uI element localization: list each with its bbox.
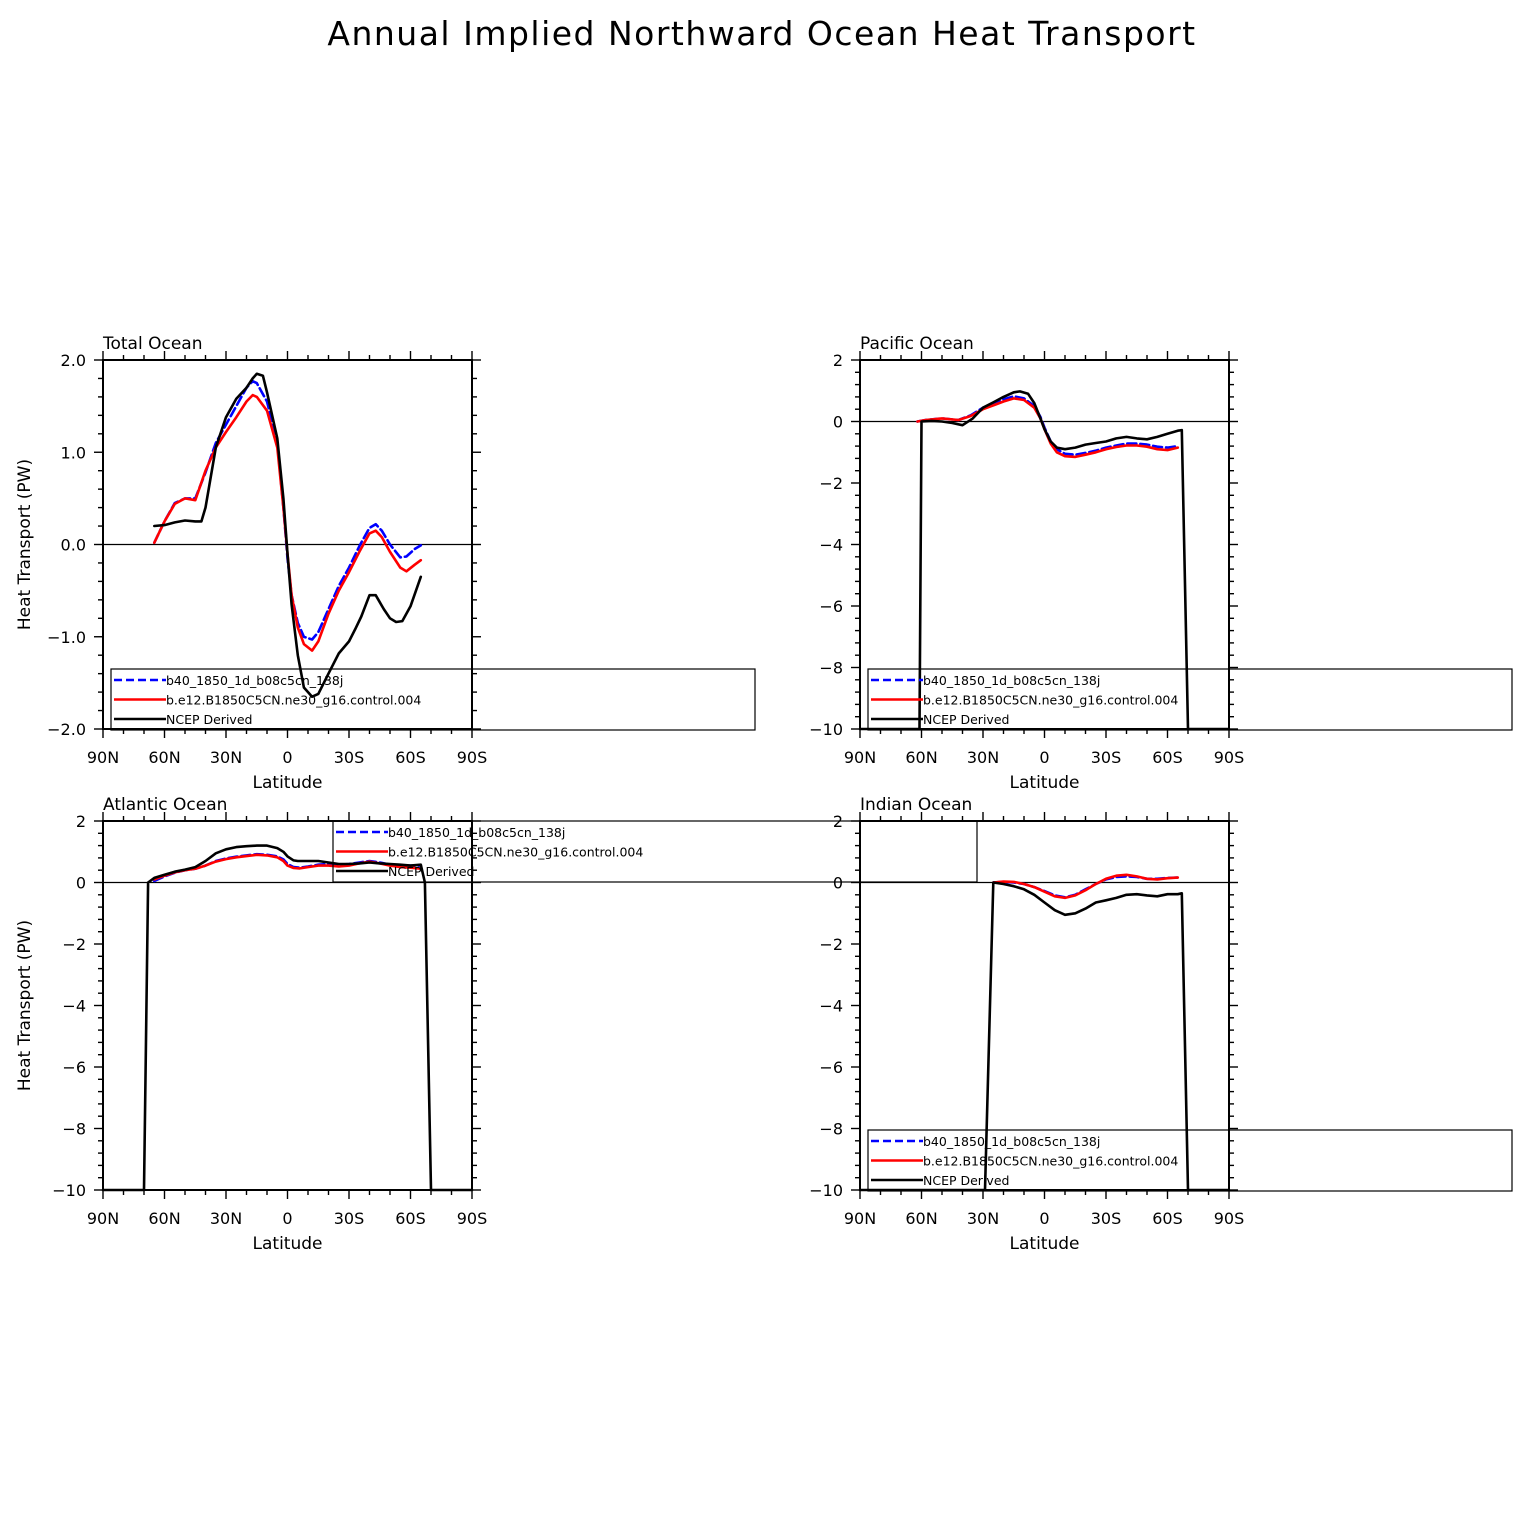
indian-ocean-x-tick-label: 60S xyxy=(1152,1209,1183,1228)
pacific-ocean-legend: b40_1850_1d_b08c5cn_138j b.e12.B1850C5CN.… xyxy=(867,668,1513,731)
total-ocean-panel: Total Ocean 90N 60N 30N 0 30S 60S 90S −2.0 −1.0 0.… xyxy=(15,334,756,793)
total-ocean-y-tick-label: −1.0 xyxy=(47,628,86,647)
pacific-ocean-y-tick-label: 0 xyxy=(833,413,843,432)
atlantic-ocean-y-tick-label: −8 xyxy=(62,1120,86,1139)
indian-ocean-panel: Indian Ocean 90N 60N 30N 0 30S 60S 90S −10 −8 −6 −4… xyxy=(809,795,1513,1254)
pacific-ocean-y-tick-label: −10 xyxy=(809,720,843,739)
total-ocean-legend-label: NCEP Derived xyxy=(166,712,252,727)
pacific-ocean-legend-label: b.e12.B1850C5CN.ne30_g16.control.004 xyxy=(923,693,1178,708)
indian-ocean-y-tick-label: −2 xyxy=(819,935,843,954)
pacific-ocean-x-tick-label: 60N xyxy=(905,748,937,767)
total-ocean-legend: b40_1850_1d_b08c5cn_138j b.e12.B1850C5CN.… xyxy=(110,668,756,731)
indian-ocean-y-tick-label: −8 xyxy=(819,1120,843,1139)
pacific-ocean-x-tick-label: 0 xyxy=(1039,748,1049,767)
pacific-ocean-y-tick-label: −2 xyxy=(819,474,843,493)
indian-ocean-legend: b40_1850_1d_b08c5cn_138j b.e12.B1850C5CN.… xyxy=(867,1129,1513,1192)
pacific-ocean-y-tick-label: −8 xyxy=(819,659,843,678)
indian-ocean-x-axis-label: Latitude xyxy=(1010,1234,1080,1254)
total-ocean-x-tick-label: 30N xyxy=(210,748,242,767)
indian-ocean-title: Indian Ocean xyxy=(860,795,972,815)
atlantic-ocean-y-tick-label: 2 xyxy=(76,812,86,831)
atlantic-ocean-legend: b40_1850_1d_b08c5cn_138j b.e12.B1850C5CN.… xyxy=(332,820,978,883)
total-ocean-series-ncep-derived xyxy=(153,372,423,699)
atlantic-ocean-legend-label: b40_1850_1d_b08c5cn_138j xyxy=(388,825,565,840)
indian-ocean-y-tick-label: −6 xyxy=(819,1058,843,1077)
panels: Total Ocean 90N 60N 30N 0 30S 60S 90S −2.0 −1.0 0.… xyxy=(15,334,1513,1254)
atlantic-ocean-x-tick-label: 90S xyxy=(457,1209,488,1228)
pacific-ocean-y-tick-label: 2 xyxy=(833,351,843,370)
atlantic-ocean-title: Atlantic Ocean xyxy=(103,795,227,815)
indian-ocean-x-tick-label: 60N xyxy=(905,1209,937,1228)
indian-ocean-y-tick-label: −10 xyxy=(809,1181,843,1200)
total-ocean-legend-label: b40_1850_1d_b08c5cn_138j xyxy=(166,673,343,688)
atlantic-ocean-x-axis-label: Latitude xyxy=(253,1234,323,1254)
atlantic-ocean-x-tick-label: 30S xyxy=(334,1209,365,1228)
atlantic-ocean-legend-box xyxy=(332,820,978,883)
pacific-ocean-legend-label: NCEP Derived xyxy=(923,712,1009,727)
pacific-ocean-x-tick-label: 30S xyxy=(1091,748,1122,767)
atlantic-ocean-y-tick-label: 0 xyxy=(76,874,86,893)
pacific-ocean-title: Pacific Ocean xyxy=(860,334,974,354)
pacific-ocean-x-tick-label: 90N xyxy=(844,748,876,767)
total-ocean-x-tick-label: 0 xyxy=(282,748,292,767)
atlantic-ocean-series-ncep-derived xyxy=(101,844,474,1192)
atlantic-ocean-y-tick-label: −4 xyxy=(62,997,86,1016)
total-ocean-y-tick-label: 2.0 xyxy=(61,351,86,370)
indian-ocean-x-tick-label: 30S xyxy=(1091,1209,1122,1228)
atlantic-ocean-panel: Atlantic Ocean 90N 60N 30N 0 30S 60S 90S −10 −8 −6… xyxy=(15,795,978,1254)
indian-ocean-y-tick-label: −4 xyxy=(819,997,843,1016)
atlantic-ocean-x-tick-label: 0 xyxy=(282,1209,292,1228)
atlantic-ocean-y-axis-label: Heat Transport (PW) xyxy=(15,920,35,1091)
indian-ocean-y-tick-label: 0 xyxy=(833,874,843,893)
total-ocean-series-b40-1850-1d-b08c5cn-138j xyxy=(153,379,423,641)
pacific-ocean-y-tick-label: −4 xyxy=(819,536,843,555)
pacific-ocean-x-axis-label: Latitude xyxy=(1010,773,1080,793)
total-ocean-legend-box xyxy=(110,668,756,731)
total-ocean-x-tick-label: 60S xyxy=(395,748,426,767)
indian-ocean-legend-label: b.e12.B1850C5CN.ne30_g16.control.004 xyxy=(923,1154,1178,1169)
atlantic-ocean-legend-label: NCEP Derived xyxy=(388,864,474,879)
indian-ocean-x-tick-label: 30N xyxy=(967,1209,999,1228)
indian-ocean-x-tick-label: 90N xyxy=(844,1209,876,1228)
indian-ocean-legend-label: b40_1850_1d_b08c5cn_138j xyxy=(923,1134,1100,1149)
pacific-ocean-series-ncep-derived xyxy=(858,390,1231,731)
pacific-ocean-x-tick-label: 60S xyxy=(1152,748,1183,767)
indian-ocean-x-tick-label: 0 xyxy=(1039,1209,1049,1228)
atlantic-ocean-x-tick-label: 60S xyxy=(395,1209,426,1228)
pacific-ocean-x-tick-label: 90S xyxy=(1214,748,1245,767)
pacific-ocean-legend-box xyxy=(867,668,1513,731)
total-ocean-series-b-e12-b1850c5cn-ne30-g16-control-004 xyxy=(153,393,423,652)
total-ocean-legend-label: b.e12.B1850C5CN.ne30_g16.control.004 xyxy=(166,693,421,708)
total-ocean-title: Total Ocean xyxy=(102,334,203,354)
indian-ocean-series-ncep-derived xyxy=(858,881,1231,1192)
pacific-ocean-x-tick-label: 30N xyxy=(967,748,999,767)
indian-ocean-x-tick-label: 90S xyxy=(1214,1209,1245,1228)
atlantic-ocean-x-tick-label: 30N xyxy=(210,1209,242,1228)
indian-ocean-y-tick-label: 2 xyxy=(833,812,843,831)
atlantic-ocean-x-tick-label: 90N xyxy=(87,1209,119,1228)
total-ocean-y-tick-label: 1.0 xyxy=(61,443,86,462)
total-ocean-x-tick-label: 60N xyxy=(148,748,180,767)
total-ocean-x-tick-label: 90S xyxy=(457,748,488,767)
total-ocean-y-axis-label: Heat Transport (PW) xyxy=(15,459,35,630)
atlantic-ocean-legend-label: b.e12.B1850C5CN.ne30_g16.control.004 xyxy=(388,845,643,860)
total-ocean-x-tick-label: 30S xyxy=(334,748,365,767)
pacific-ocean-legend-label: b40_1850_1d_b08c5cn_138j xyxy=(923,673,1100,688)
total-ocean-y-tick-label: −2.0 xyxy=(47,720,86,739)
indian-ocean-series-b-e12-b1850c5cn-ne30-g16-control-004 xyxy=(991,873,1180,900)
total-ocean-x-tick-label: 90N xyxy=(87,748,119,767)
atlantic-ocean-y-tick-label: −2 xyxy=(62,935,86,954)
total-ocean-y-tick-label: 0.0 xyxy=(61,536,86,555)
pacific-ocean-panel: Pacific Ocean 90N 60N 30N 0 30S 60S 90S −10 −8 −6 −… xyxy=(809,334,1513,793)
indian-ocean-legend-box xyxy=(867,1129,1513,1192)
atlantic-ocean-y-tick-label: −10 xyxy=(52,1181,86,1200)
pacific-ocean-series-b-e12-b1850c5cn-ne30-g16-control-004 xyxy=(916,397,1180,459)
atlantic-ocean-x-tick-label: 60N xyxy=(148,1209,180,1228)
total-ocean-x-axis-label: Latitude xyxy=(253,773,323,793)
atlantic-ocean-y-tick-label: −6 xyxy=(62,1058,86,1077)
pacific-ocean-y-tick-label: −6 xyxy=(819,597,843,616)
indian-ocean-legend-label: NCEP Derived xyxy=(923,1173,1009,1188)
figure-title: Annual Implied Northward Ocean Heat Tran… xyxy=(327,14,1196,53)
